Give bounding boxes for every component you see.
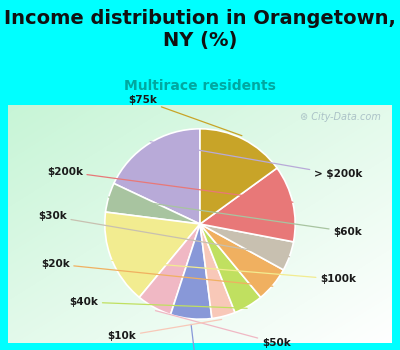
- Wedge shape: [200, 224, 235, 318]
- Wedge shape: [105, 212, 200, 298]
- Wedge shape: [139, 224, 200, 315]
- Text: $60k: $60k: [108, 197, 362, 237]
- Wedge shape: [170, 224, 212, 319]
- Text: $10k: $10k: [108, 320, 222, 341]
- Wedge shape: [106, 183, 200, 224]
- Wedge shape: [200, 224, 294, 270]
- Text: > $200k: > $200k: [150, 142, 362, 180]
- Text: $75k: $75k: [128, 95, 242, 136]
- Wedge shape: [200, 224, 284, 298]
- Text: $50k: $50k: [156, 311, 290, 348]
- Text: $100k: $100k: [112, 260, 356, 284]
- Text: Multirace residents: Multirace residents: [124, 79, 276, 93]
- Text: ⊛ City-Data.com: ⊛ City-Data.com: [300, 112, 380, 122]
- Text: $20k: $20k: [41, 259, 273, 286]
- Text: $200k: $200k: [47, 167, 293, 202]
- Text: $125k: $125k: [177, 324, 213, 350]
- Text: Income distribution in Orangetown,
NY (%): Income distribution in Orangetown, NY (%…: [4, 9, 396, 50]
- Wedge shape: [200, 224, 261, 313]
- Wedge shape: [200, 129, 277, 224]
- Wedge shape: [200, 168, 295, 242]
- Text: $40k: $40k: [70, 297, 247, 308]
- Text: $30k: $30k: [38, 211, 290, 257]
- Wedge shape: [114, 129, 200, 224]
